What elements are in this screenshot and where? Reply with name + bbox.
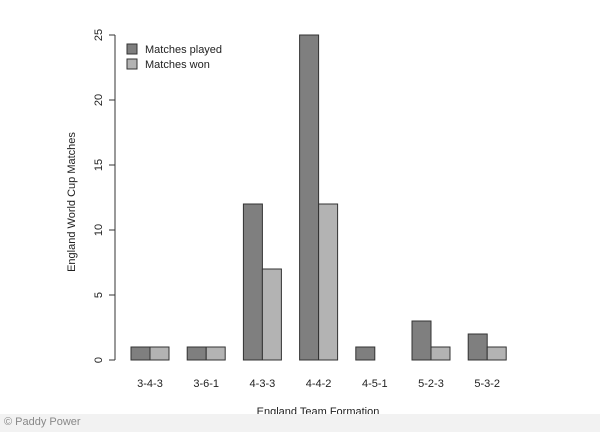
footer-bar: © Paddy Power bbox=[0, 414, 600, 432]
legend-label-played: Matches played bbox=[145, 44, 222, 56]
bar-3-6-1-won bbox=[205, 346, 226, 361]
x-tick-label-4-5-1: 4-5-1 bbox=[362, 378, 388, 390]
bar-5-2-3-won bbox=[430, 346, 451, 361]
y-tick-label-15: 15 bbox=[93, 159, 105, 171]
bar-4-3-3-played bbox=[242, 203, 263, 361]
bar-4-3-3-won bbox=[261, 268, 282, 361]
y-tick-label-20: 20 bbox=[93, 94, 105, 106]
bar-3-4-3-played bbox=[130, 346, 151, 361]
legend-swatch-played bbox=[126, 43, 138, 55]
bar-5-2-3-played bbox=[411, 320, 432, 361]
y-axis-label: England World Cup Matches bbox=[66, 132, 78, 272]
bar-4-4-2-won bbox=[318, 203, 339, 361]
x-tick-label-4-3-3: 4-3-3 bbox=[250, 378, 276, 390]
credit-text: © Paddy Power bbox=[4, 416, 81, 428]
x-tick-label-5-2-3: 5-2-3 bbox=[418, 378, 444, 390]
bar-3-6-1-played bbox=[186, 346, 207, 361]
x-axis-label: England Team Formation bbox=[257, 406, 380, 414]
bars bbox=[130, 34, 507, 361]
y-tick-label-25: 25 bbox=[93, 29, 105, 41]
legend: Matches played Matches won bbox=[126, 43, 222, 71]
x-tick-labels: 3-4-3 3-6-1 4-3-3 4-4-2 4-5-1 5-2-3 5-3-2 bbox=[137, 378, 500, 390]
bar-4-4-2-played bbox=[299, 34, 320, 361]
bar-chart: 0 5 10 15 20 25 3-4-3 3-6-1 4-3-3 4-4-2 4-5-1 5-2-… bbox=[66, 29, 507, 414]
legend-swatch-won bbox=[126, 58, 138, 70]
y-tick-label-10: 10 bbox=[93, 224, 105, 236]
bar-5-3-2-played bbox=[467, 333, 488, 361]
y-tick-label-5: 5 bbox=[93, 292, 105, 298]
x-tick-label-4-4-2: 4-4-2 bbox=[306, 378, 332, 390]
bar-3-4-3-won bbox=[149, 346, 170, 361]
bar-5-3-2-won bbox=[486, 346, 507, 361]
x-tick-label-3-6-1: 3-6-1 bbox=[193, 378, 219, 390]
bar-4-5-1-played bbox=[355, 346, 376, 361]
x-tick-label-5-3-2: 5-3-2 bbox=[474, 378, 500, 390]
x-tick-label-3-4-3: 3-4-3 bbox=[137, 378, 163, 390]
legend-label-won: Matches won bbox=[145, 59, 210, 71]
y-axis: 0 5 10 15 20 25 bbox=[93, 29, 116, 363]
y-tick-label-0: 0 bbox=[93, 357, 105, 363]
